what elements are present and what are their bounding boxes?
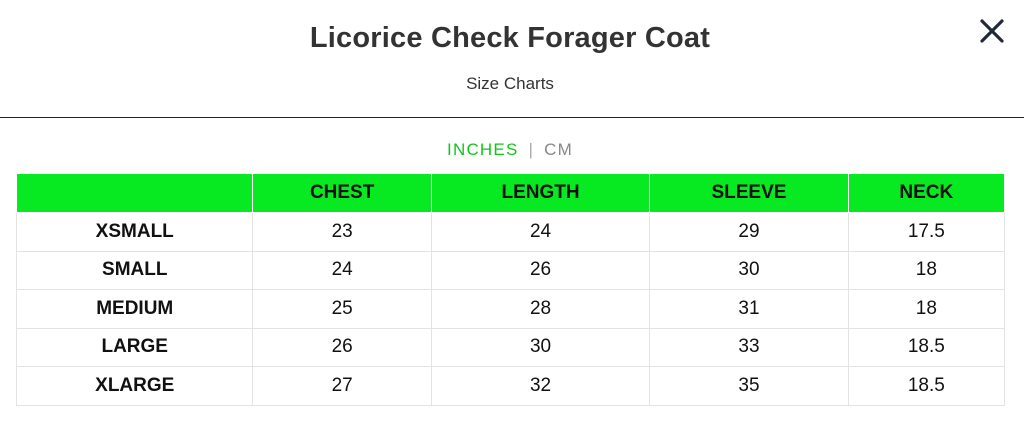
- table-row: SMALL 24 26 30 18: [15, 250, 1006, 290]
- chest-value: 23: [252, 212, 432, 252]
- table-row: MEDIUM 25 28 31 18: [15, 289, 1006, 329]
- size-label: MEDIUM: [15, 289, 254, 329]
- page-title: Licorice Check Forager Coat: [309, 22, 711, 54]
- unit-cm-link[interactable]: CM: [544, 140, 573, 159]
- sleeve-value: 29: [649, 212, 849, 252]
- size-label: XSMALL: [15, 212, 254, 252]
- sleeve-value: 35: [649, 366, 849, 406]
- header-cell-length: LENGTH: [430, 173, 651, 213]
- size-label: XLARGE: [15, 366, 254, 406]
- neck-value: 18.5: [847, 327, 1006, 367]
- header-cell-size: [15, 173, 254, 213]
- length-value: 28: [430, 289, 651, 329]
- neck-value: 17.5: [847, 212, 1006, 252]
- header-cell-chest: CHEST: [252, 173, 432, 213]
- table-header-row: CHEST LENGTH SLEEVE NECK: [15, 173, 1006, 213]
- sleeve-value: 31: [649, 289, 849, 329]
- page-subtitle: Size Charts: [466, 74, 554, 93]
- table-row: XSMALL 23 24 29 17.5: [15, 212, 1006, 252]
- neck-value: 18: [847, 250, 1006, 290]
- size-label: SMALL: [15, 250, 254, 290]
- table-row: XLARGE 27 32 35 18.5: [15, 366, 1006, 406]
- table-row: LARGE 26 30 33 18.5: [15, 327, 1006, 367]
- chest-value: 24: [252, 250, 432, 290]
- length-value: 30: [430, 327, 651, 367]
- size-chart-table: CHEST LENGTH SLEEVE NECK XSMALL 23 24 29…: [15, 173, 1006, 406]
- sleeve-value: 33: [649, 327, 849, 367]
- unit-inches-link[interactable]: INCHES: [447, 140, 519, 159]
- chest-value: 26: [252, 327, 432, 367]
- neck-value: 18: [847, 289, 1006, 329]
- unit-separator: |: [528, 140, 535, 159]
- close-icon: [980, 19, 1004, 43]
- modal-header: Licorice Check Forager Coat Size Charts: [0, 0, 1024, 118]
- length-value: 32: [430, 366, 651, 406]
- header-cell-neck: NECK: [847, 173, 1006, 213]
- neck-value: 18.5: [847, 366, 1006, 406]
- close-button[interactable]: [976, 15, 1008, 47]
- chest-value: 27: [252, 366, 432, 406]
- header-cell-sleeve: SLEEVE: [649, 173, 849, 213]
- sleeve-value: 30: [649, 250, 849, 290]
- unit-toggle: INCHES | CM: [0, 140, 1020, 160]
- chest-value: 25: [252, 289, 432, 329]
- length-value: 26: [430, 250, 651, 290]
- length-value: 24: [430, 212, 651, 252]
- size-label: LARGE: [15, 327, 254, 367]
